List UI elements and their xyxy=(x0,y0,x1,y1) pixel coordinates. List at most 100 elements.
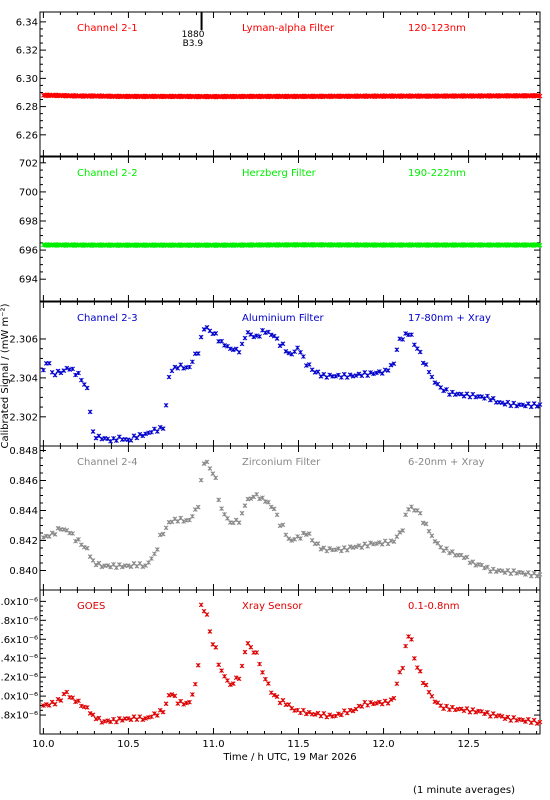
data-point xyxy=(347,544,353,550)
band-label: 17-80nm + Xray xyxy=(408,313,491,324)
data-point xyxy=(385,700,391,706)
data-point xyxy=(339,712,344,718)
data-point xyxy=(514,571,519,576)
data-point xyxy=(388,697,394,702)
data-point xyxy=(368,699,373,705)
data-point xyxy=(114,438,119,444)
data-point xyxy=(257,496,262,502)
data-point xyxy=(397,530,403,535)
footnote: (1 minute averages) xyxy=(413,785,515,796)
data-point xyxy=(280,522,286,528)
y-tick-label: 6.30 xyxy=(16,74,38,85)
data-point xyxy=(90,429,96,434)
event-marker-label-top: 1880 xyxy=(182,30,205,40)
channel-label: Channel 2-2 xyxy=(77,168,138,179)
data-point xyxy=(356,371,362,377)
data-point xyxy=(286,350,292,356)
data-point xyxy=(213,475,219,481)
data-point xyxy=(146,560,151,565)
data-point xyxy=(271,692,277,698)
data-point xyxy=(374,370,379,376)
data-point xyxy=(473,563,479,568)
series-markers xyxy=(41,325,543,444)
data-point xyxy=(125,716,131,721)
data-point xyxy=(268,332,274,338)
data-point xyxy=(143,431,148,437)
data-point xyxy=(105,718,111,723)
data-point xyxy=(236,520,242,526)
data-point xyxy=(520,717,525,723)
channel-label: GOES xyxy=(77,601,105,612)
data-point xyxy=(301,530,306,536)
data-point xyxy=(216,497,222,503)
data-point xyxy=(333,547,338,553)
data-point xyxy=(81,544,87,550)
data-point xyxy=(157,707,163,713)
data-point xyxy=(376,369,382,374)
data-point xyxy=(254,650,260,655)
panel-frame xyxy=(39,156,541,302)
data-point xyxy=(157,424,163,430)
data-point xyxy=(458,706,464,712)
y-tick-label: 0.842 xyxy=(9,536,38,547)
data-point xyxy=(84,705,90,710)
data-point xyxy=(385,368,391,373)
y-tick-label: 3.2x10⁻⁶ xyxy=(0,673,38,684)
data-point xyxy=(374,700,379,706)
y-tick-label: 6.32 xyxy=(16,46,38,57)
data-point xyxy=(420,680,426,686)
data-point xyxy=(64,689,70,695)
data-point xyxy=(154,713,160,718)
data-point xyxy=(49,530,55,536)
data-point xyxy=(73,372,78,378)
data-point xyxy=(289,538,295,543)
x-axis-title: Time / h UTC, 19 Mar 2026 xyxy=(222,752,356,763)
data-point xyxy=(52,531,58,537)
data-point xyxy=(248,496,254,501)
data-point xyxy=(76,536,81,542)
data-point xyxy=(169,692,175,697)
data-point xyxy=(303,532,309,537)
data-point xyxy=(128,438,134,443)
data-point xyxy=(353,544,359,550)
data-point xyxy=(403,643,408,649)
data-point xyxy=(41,535,46,540)
data-point xyxy=(265,499,271,505)
y-tick-label: 2.304 xyxy=(9,373,38,384)
x-tick-label: 11.0 xyxy=(202,739,224,750)
y-tick-label: 3.8x10⁻⁶ xyxy=(0,616,38,627)
data-point xyxy=(318,373,324,379)
data-point xyxy=(190,692,195,697)
data-point xyxy=(178,362,184,368)
data-point xyxy=(303,363,309,368)
data-point xyxy=(359,704,365,709)
data-point xyxy=(479,394,484,399)
event-marker-label-bottom: B3.9 xyxy=(183,39,204,49)
data-point xyxy=(99,564,105,570)
data-point xyxy=(426,528,432,534)
data-point xyxy=(356,543,362,548)
data-point xyxy=(119,718,125,723)
data-point xyxy=(239,510,245,516)
y-tick-label: 0.846 xyxy=(9,476,38,487)
data-point xyxy=(403,331,408,336)
data-point xyxy=(312,712,318,717)
y-tick-label: 700 xyxy=(19,187,38,198)
data-point xyxy=(283,532,289,538)
band-label: 190-222nm xyxy=(408,168,466,179)
data-point xyxy=(412,342,417,348)
data-point xyxy=(76,698,81,704)
data-point xyxy=(525,570,531,575)
data-point xyxy=(534,573,540,579)
data-point xyxy=(523,572,528,577)
data-point xyxy=(409,504,414,510)
data-point xyxy=(412,656,417,661)
data-point xyxy=(55,368,61,374)
data-point xyxy=(242,335,248,341)
data-point xyxy=(423,362,429,367)
data-point xyxy=(473,709,479,715)
data-point xyxy=(350,708,356,714)
data-point xyxy=(152,551,157,557)
data-point xyxy=(41,703,46,708)
data-point xyxy=(58,698,64,703)
